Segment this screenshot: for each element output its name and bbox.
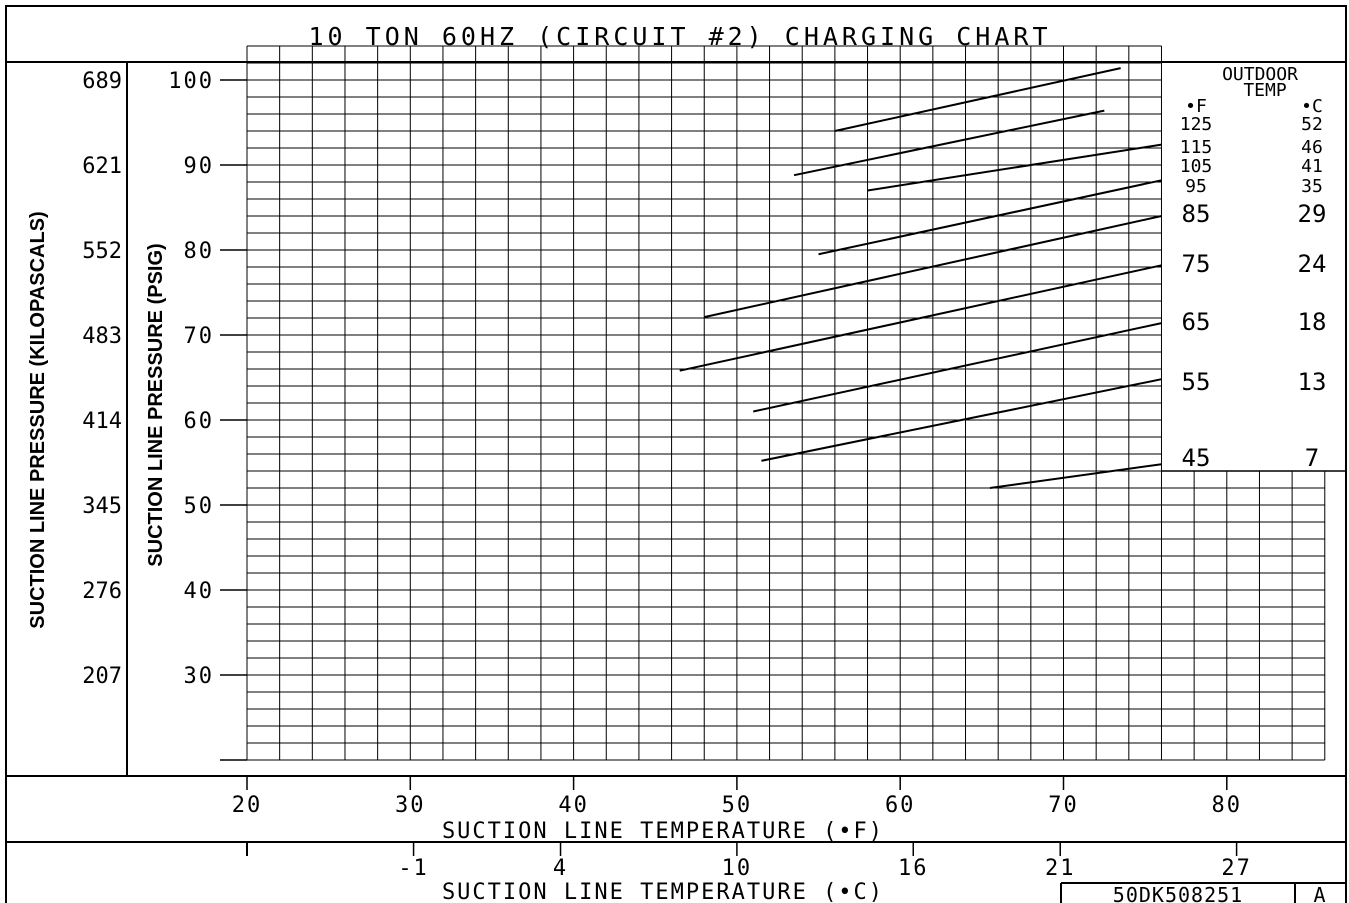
y-tick-label: 60 bbox=[184, 409, 215, 434]
x-tick-label: 60 bbox=[885, 793, 916, 818]
revision-letter: A bbox=[1313, 883, 1326, 903]
outdoor-temp-curve bbox=[867, 143, 1162, 192]
kpa-tick-label: 552 bbox=[82, 239, 122, 264]
legend-label-fahrenheit: 55 bbox=[1182, 368, 1211, 396]
y-tick-label: 90 bbox=[184, 154, 215, 179]
legend-label-celsius: 18 bbox=[1298, 308, 1327, 336]
legend-label-fahrenheit: 45 bbox=[1182, 444, 1211, 472]
legend-labels: 125 52 115 46 105 41 95 35 85 29 75 24 65 18 55 13 45 7 bbox=[1180, 114, 1327, 472]
kpa-tick-label: 621 bbox=[82, 154, 122, 179]
y-tick-label: 80 bbox=[184, 239, 215, 264]
legend-label-fahrenheit: 65 bbox=[1182, 308, 1211, 336]
legend-unit-fahrenheit: •F bbox=[1185, 96, 1207, 117]
y-tick-label: 100 bbox=[168, 69, 214, 94]
celsius-tick-label: 21 bbox=[1045, 856, 1076, 881]
legend-label-fahrenheit: 115 bbox=[1180, 137, 1213, 158]
y-tick-label: 70 bbox=[184, 324, 215, 349]
x-tick-label: 50 bbox=[722, 793, 753, 818]
x-axis-fahrenheit-label: SUCTION LINE TEMPERATURE (•F) bbox=[442, 819, 884, 844]
legend-label-fahrenheit: 105 bbox=[1180, 156, 1213, 177]
legend-label-fahrenheit: 125 bbox=[1180, 114, 1213, 135]
outdoor-temp-curve bbox=[761, 378, 1162, 462]
y-tick-label: 30 bbox=[184, 664, 215, 689]
x-tick-label: 40 bbox=[558, 793, 589, 818]
legend-label-celsius: 29 bbox=[1298, 200, 1327, 228]
celsius-tick-label: 4 bbox=[553, 856, 568, 881]
legend-label-celsius: 35 bbox=[1301, 176, 1323, 197]
kpa-tick-label: 483 bbox=[82, 324, 122, 349]
legend-label-celsius: 13 bbox=[1298, 368, 1327, 396]
x-tick-label: 80 bbox=[1212, 793, 1243, 818]
legend-label-celsius: 7 bbox=[1305, 444, 1319, 472]
celsius-tick-label: 27 bbox=[1221, 856, 1252, 881]
outdoor-temp-curve bbox=[989, 463, 1162, 489]
x-axis-celsius-label: SUCTION LINE TEMPERATURE (•C) bbox=[442, 880, 884, 903]
plot-grid bbox=[246, 45, 1346, 761]
celsius-tick-label: 16 bbox=[898, 856, 929, 881]
drawing-number-block: 50DK508251 A bbox=[1060, 882, 1346, 903]
y-axis-kpa-ticks: 689 621 552 483 414 345 276 207 bbox=[82, 69, 122, 689]
legend-header: OUTDOOR TEMP •F •C bbox=[1185, 64, 1323, 117]
legend-label-celsius: 52 bbox=[1301, 114, 1323, 135]
y-tick-label: 50 bbox=[184, 494, 215, 519]
legend-label-fahrenheit: 95 bbox=[1185, 176, 1207, 197]
x-axis-fahrenheit-ticks: 20 30 40 50 60 70 80 bbox=[232, 776, 1243, 818]
y-axis-kpa-label: SUCTION LINE PRESSURE (KILOPASCALS) bbox=[27, 211, 49, 628]
legend-label-celsius: 24 bbox=[1298, 250, 1327, 278]
y-axis-psig-label: SUCTION LINE PRESSURE (PSIG) bbox=[145, 243, 167, 566]
kpa-tick-label: 414 bbox=[82, 409, 122, 434]
celsius-tick-label: -1 bbox=[398, 856, 429, 881]
x-axis-celsius-ticks: -1 4 10 16 21 27 bbox=[398, 842, 1252, 881]
outdoor-temp-curve bbox=[679, 264, 1162, 372]
outer-frame bbox=[5, 5, 1347, 903]
y-axis-psig-ticks: 100 90 80 70 60 50 40 30 bbox=[168, 69, 247, 761]
x-tick-label: 20 bbox=[232, 793, 263, 818]
outdoor-temp-curve bbox=[753, 322, 1162, 413]
kpa-tick-label: 207 bbox=[82, 664, 122, 689]
celsius-tick-label: 10 bbox=[722, 856, 753, 881]
x-tick-label: 30 bbox=[395, 793, 426, 818]
legend-title-line2: TEMP bbox=[1243, 80, 1287, 101]
kpa-tick-label: 689 bbox=[82, 69, 122, 94]
x-tick-label: 70 bbox=[1048, 793, 1079, 818]
kpa-tick-label: 345 bbox=[82, 494, 122, 519]
legend-label-fahrenheit: 85 bbox=[1182, 200, 1211, 228]
legend-title-line1: OUTDOOR bbox=[1222, 64, 1298, 85]
legend-label-fahrenheit: 75 bbox=[1182, 250, 1211, 278]
outdoor-temp-curves bbox=[679, 67, 1162, 489]
kpa-tick-label: 276 bbox=[82, 579, 122, 604]
drawing-number: 50DK508251 bbox=[1113, 883, 1243, 903]
legend-label-celsius: 46 bbox=[1301, 137, 1323, 158]
outdoor-temp-curve bbox=[704, 215, 1162, 319]
legend-unit-celsius: •C bbox=[1301, 96, 1323, 117]
outdoor-temp-curve bbox=[818, 179, 1162, 256]
chart-title: 10 TON 60HZ (CIRCUIT #2) CHARGING CHART bbox=[309, 22, 1052, 51]
y-tick-label: 40 bbox=[184, 579, 215, 604]
outdoor-temp-curve bbox=[793, 109, 1105, 177]
outdoor-temp-curve bbox=[834, 67, 1121, 132]
legend-label-celsius: 41 bbox=[1301, 156, 1323, 177]
